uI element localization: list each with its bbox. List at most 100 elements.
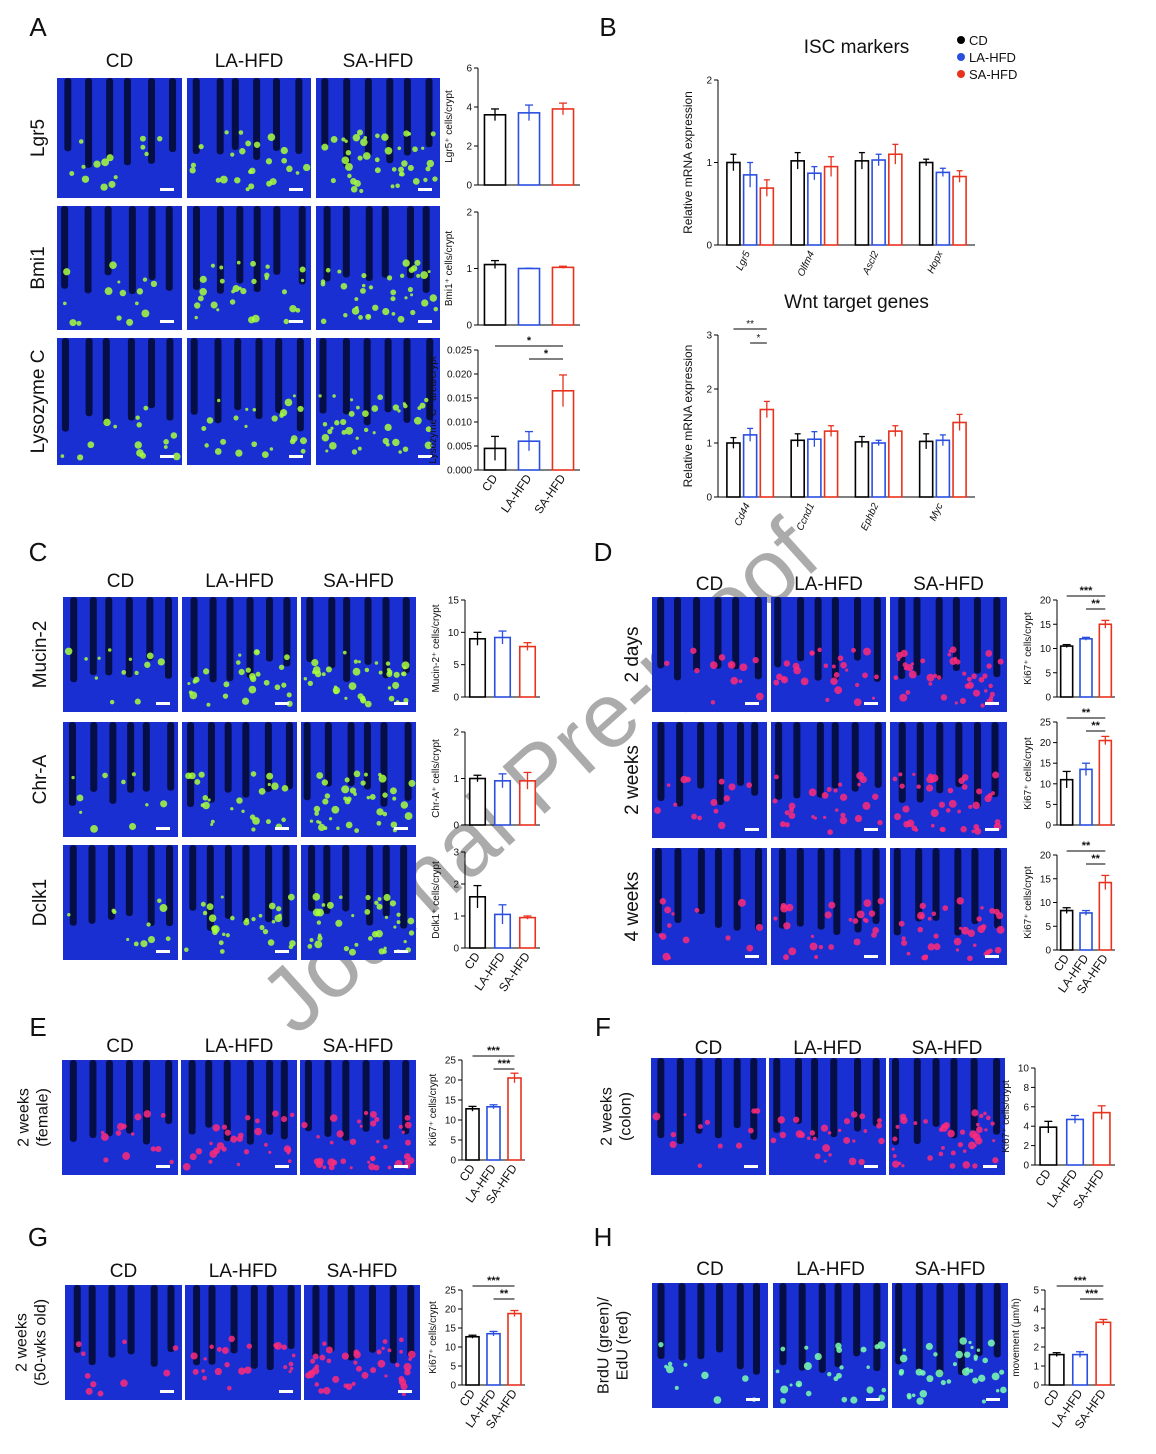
stain-spot xyxy=(316,920,322,925)
stain-spot xyxy=(345,162,353,171)
micrograph xyxy=(63,845,178,960)
stain-spot xyxy=(76,320,82,326)
crypt-lumen xyxy=(775,722,783,800)
significance-label: *** xyxy=(487,1275,501,1287)
stain-spot xyxy=(953,937,962,946)
y-tick-label: 2 xyxy=(1023,1141,1029,1152)
stain-spot xyxy=(314,940,323,949)
y-tick-label: 5 xyxy=(450,1362,456,1373)
stain-spot xyxy=(351,914,355,918)
stain-spot xyxy=(892,1136,898,1142)
y-tick-label: 15 xyxy=(448,596,460,607)
x-tick-label: Hopx xyxy=(926,249,946,276)
stain-spot xyxy=(286,1151,290,1155)
crypt-lumen xyxy=(950,1058,958,1139)
stain-spot xyxy=(854,682,860,688)
stain-spot xyxy=(278,913,282,918)
crypt-lumen xyxy=(818,1283,826,1373)
stain-spot xyxy=(321,672,326,677)
panel-letter: H xyxy=(594,1222,613,1252)
scale-bar xyxy=(394,702,408,705)
crypt-lumen xyxy=(830,1058,838,1138)
crypt-lumen xyxy=(187,722,195,807)
stain-spot xyxy=(848,917,853,922)
stain-spot xyxy=(357,1119,362,1124)
stain-spot xyxy=(831,664,836,669)
stain-spot xyxy=(163,445,168,449)
stain-spot xyxy=(367,1160,371,1164)
stain-spot xyxy=(697,1124,703,1129)
scale-bar xyxy=(986,1398,1000,1401)
stain-spot xyxy=(425,166,431,172)
stain-spot xyxy=(283,1365,288,1370)
bar xyxy=(726,161,741,246)
stain-spot xyxy=(360,138,368,147)
column-title: CD xyxy=(696,574,723,595)
stain-spot xyxy=(376,1139,380,1144)
crypt-lumen xyxy=(125,845,133,917)
crypt-lumen xyxy=(816,722,824,798)
stain-spot xyxy=(76,794,84,802)
stain-spot xyxy=(866,1365,870,1369)
stain-spot xyxy=(971,829,975,833)
crypt-lumen xyxy=(255,338,263,419)
stain-spot xyxy=(201,426,207,431)
stain-spot xyxy=(780,676,789,684)
scale-bar xyxy=(418,188,432,191)
stain-spot xyxy=(775,1369,780,1374)
stain-spot xyxy=(221,1124,228,1130)
bar xyxy=(918,161,934,246)
stain-spot xyxy=(316,772,324,779)
y-tick-label: 4 xyxy=(466,103,472,114)
y-tick-label: 8 xyxy=(1023,1083,1029,1094)
crypt-lumen xyxy=(231,78,239,151)
stain-spot xyxy=(911,1393,916,1398)
y-tick-label: 0 xyxy=(1045,946,1051,957)
stain-spot xyxy=(992,1139,996,1143)
stain-spot xyxy=(194,302,201,309)
stain-spot xyxy=(203,1357,207,1361)
crypt-lumen xyxy=(321,78,329,147)
stain-spot xyxy=(368,1163,376,1171)
stain-spot xyxy=(830,677,838,685)
crypt-lumen xyxy=(993,1283,1001,1358)
stain-spot xyxy=(189,167,196,174)
stain-spot xyxy=(378,774,387,783)
stain-spot xyxy=(353,1360,358,1365)
stain-spot xyxy=(323,826,328,831)
chart-title: ISC markers xyxy=(804,37,910,58)
crypt-lumen xyxy=(319,338,327,414)
stain-spot xyxy=(362,152,371,160)
significance-label: ** xyxy=(1082,840,1091,852)
stain-spot xyxy=(267,782,271,787)
stain-spot xyxy=(370,1110,377,1118)
stain-spot xyxy=(853,698,862,707)
stain-spot xyxy=(828,901,836,909)
stain-spot xyxy=(927,1155,933,1161)
y-tick-label: 15 xyxy=(445,1324,457,1335)
stain-spot xyxy=(251,278,257,285)
stain-spot xyxy=(314,811,319,816)
stain-spot xyxy=(988,683,993,689)
y-tick-label: 1 xyxy=(1033,1362,1039,1373)
stain-spot xyxy=(898,1368,905,1375)
crypt-lumen xyxy=(105,1060,113,1137)
y-tick-label: 1 xyxy=(706,439,712,450)
stain-spot xyxy=(141,309,150,318)
bar xyxy=(742,434,758,498)
crypt-lumen xyxy=(733,1058,741,1129)
stain-spot xyxy=(295,171,300,175)
stain-spot xyxy=(871,696,876,700)
crypt-lumen xyxy=(913,1058,921,1145)
stain-spot xyxy=(858,1158,865,1166)
chart-title: Wnt target genes xyxy=(784,292,929,313)
stain-spot xyxy=(1000,1386,1007,1394)
y-tick-label: 3 xyxy=(706,331,712,342)
stain-spot xyxy=(814,955,819,960)
stain-spot xyxy=(197,295,204,302)
crypt-lumen xyxy=(216,206,224,294)
stain-spot xyxy=(351,1381,356,1386)
stain-spot xyxy=(398,450,402,454)
stain-spot xyxy=(393,925,397,929)
stain-spot xyxy=(170,432,178,439)
